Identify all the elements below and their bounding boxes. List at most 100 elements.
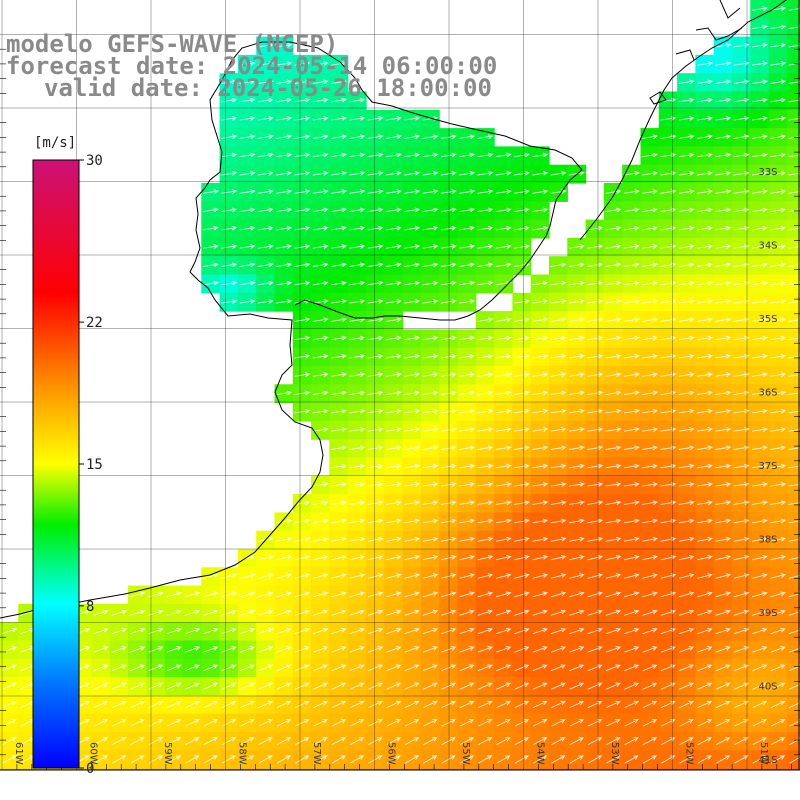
wind-vector-arrow bbox=[459, 244, 476, 249]
wind-vector-arrow bbox=[550, 390, 567, 396]
wind-vector-arrow bbox=[331, 225, 348, 231]
wind-vector-arrow bbox=[605, 627, 622, 635]
wind-vector-arrow bbox=[624, 719, 640, 727]
wind-vector-arrow bbox=[239, 152, 256, 158]
wind-vector-arrow bbox=[422, 463, 439, 469]
wind-vector-arrow bbox=[532, 664, 548, 672]
wind-vector-arrow bbox=[367, 536, 384, 542]
wind-vector-arrow bbox=[367, 390, 384, 396]
wind-vector-arrow bbox=[294, 627, 311, 635]
wind-vector-arrow bbox=[386, 682, 402, 690]
wind-vector-arrow bbox=[642, 225, 659, 231]
wind-vector-arrow bbox=[257, 262, 274, 268]
wind-vector-arrow bbox=[624, 646, 640, 653]
wind-vector-arrow bbox=[440, 591, 457, 598]
wind-cell bbox=[54, 768, 74, 770]
wind-vector-arrow bbox=[715, 682, 731, 690]
wind-vector-arrow bbox=[770, 79, 787, 85]
wind-vector-arrow bbox=[532, 353, 549, 359]
wind-vector-arrow bbox=[258, 719, 274, 727]
wind-cell bbox=[530, 768, 550, 770]
wind-vector-arrow bbox=[185, 664, 201, 672]
wind-vector-arrow bbox=[422, 152, 439, 158]
wind-vector-arrow bbox=[569, 573, 585, 579]
wind-vector-arrow bbox=[587, 317, 604, 323]
wind-vector-arrow bbox=[495, 353, 512, 359]
wind-vector-arrow bbox=[770, 755, 786, 764]
wind-vector-arrow bbox=[367, 482, 384, 487]
wind-vector-arrow bbox=[770, 700, 786, 709]
wind-cell bbox=[714, 787, 733, 800]
wind-vector-arrow bbox=[294, 518, 311, 524]
wind-vector-arrow bbox=[569, 664, 585, 672]
wind-vector-arrow bbox=[642, 390, 659, 396]
wind-vector-arrow bbox=[385, 408, 402, 414]
wind-vector-arrow bbox=[422, 225, 439, 231]
wind-vector-arrow bbox=[459, 555, 476, 561]
wind-vector-arrow bbox=[733, 573, 750, 579]
wind-vector-arrow bbox=[587, 518, 604, 524]
wind-vector-arrow bbox=[203, 719, 219, 727]
wind-vector-arrow bbox=[697, 317, 714, 323]
wind-vector-arrow bbox=[331, 482, 348, 487]
wind-vector-arrow bbox=[733, 591, 750, 598]
wind-vector-arrow bbox=[752, 536, 768, 542]
wind-vector-arrow bbox=[387, 792, 400, 800]
wind-vector-arrow bbox=[276, 134, 293, 140]
wind-cell bbox=[659, 787, 678, 800]
wind-vector-arrow bbox=[368, 737, 383, 745]
wind-vector-arrow bbox=[149, 774, 162, 782]
wind-vector-arrow bbox=[495, 536, 512, 542]
wind-vector-arrow bbox=[257, 116, 274, 121]
wind-vector-arrow bbox=[514, 427, 531, 432]
longitude-labels: 61W 60W 59W 58W 57W 56W 55W 54W 53W 52W 51W bbox=[13, 742, 769, 765]
wind-vector-arrow bbox=[239, 262, 256, 268]
wind-vector-arrow bbox=[349, 445, 366, 451]
wind-vector-arrow bbox=[697, 737, 713, 745]
wind-vector-arrow bbox=[239, 170, 256, 176]
wind-vector-arrow bbox=[312, 225, 329, 231]
wind-vector-arrow bbox=[788, 207, 800, 213]
wind-vector-arrow bbox=[697, 353, 714, 359]
wind-vector-arrow bbox=[495, 372, 512, 377]
wind-vector-arrow bbox=[550, 591, 567, 598]
wind-vector-arrow bbox=[331, 664, 347, 672]
wind-vector-arrow bbox=[514, 225, 531, 231]
wind-vector-arrow bbox=[715, 408, 732, 414]
wind-vector-arrow bbox=[331, 591, 347, 598]
wind-vector-arrow bbox=[276, 170, 293, 176]
wind-vector-arrow bbox=[679, 700, 695, 709]
wind-vector-arrow bbox=[423, 737, 438, 745]
wind-vector-arrow bbox=[349, 700, 365, 709]
wind-vector-arrow bbox=[112, 737, 127, 745]
wind-vector-arrow bbox=[222, 792, 235, 800]
wind-vector-arrow bbox=[239, 189, 256, 194]
wind-vector-arrow bbox=[294, 225, 311, 231]
wind-vector-arrow bbox=[514, 536, 530, 542]
wind-vector-arrow bbox=[715, 170, 732, 176]
wind-vector-arrow bbox=[533, 774, 546, 782]
wind-vector-arrow bbox=[697, 97, 714, 103]
wind-vector-arrow bbox=[624, 700, 640, 709]
wind-vector-arrow bbox=[441, 719, 457, 727]
wind-vector-arrow bbox=[770, 207, 787, 213]
wind-vector-arrow bbox=[697, 280, 714, 286]
wind-vector-arrow bbox=[788, 353, 800, 359]
wind-vector-arrow bbox=[113, 774, 126, 782]
wind-vector-arrow bbox=[587, 737, 603, 745]
wind-vector-arrow bbox=[605, 555, 622, 561]
wind-vector-arrow bbox=[166, 664, 182, 672]
wind-vector-arrow bbox=[605, 299, 622, 304]
wind-vector-arrow bbox=[459, 463, 476, 469]
wind-vector-arrow bbox=[606, 755, 621, 764]
wind-vector-arrow bbox=[21, 774, 34, 782]
wind-vector-arrow bbox=[312, 97, 329, 103]
wind-vector-arrow bbox=[697, 482, 714, 487]
wind-vector-arrow bbox=[349, 189, 366, 194]
wind-vector-arrow bbox=[607, 774, 620, 782]
wind-vector-arrow bbox=[367, 134, 384, 140]
wind-vector-arrow bbox=[386, 737, 402, 745]
wind-vector-arrow bbox=[532, 463, 549, 469]
wind-vector-arrow bbox=[532, 280, 549, 286]
wind-vector-arrow bbox=[496, 719, 511, 727]
